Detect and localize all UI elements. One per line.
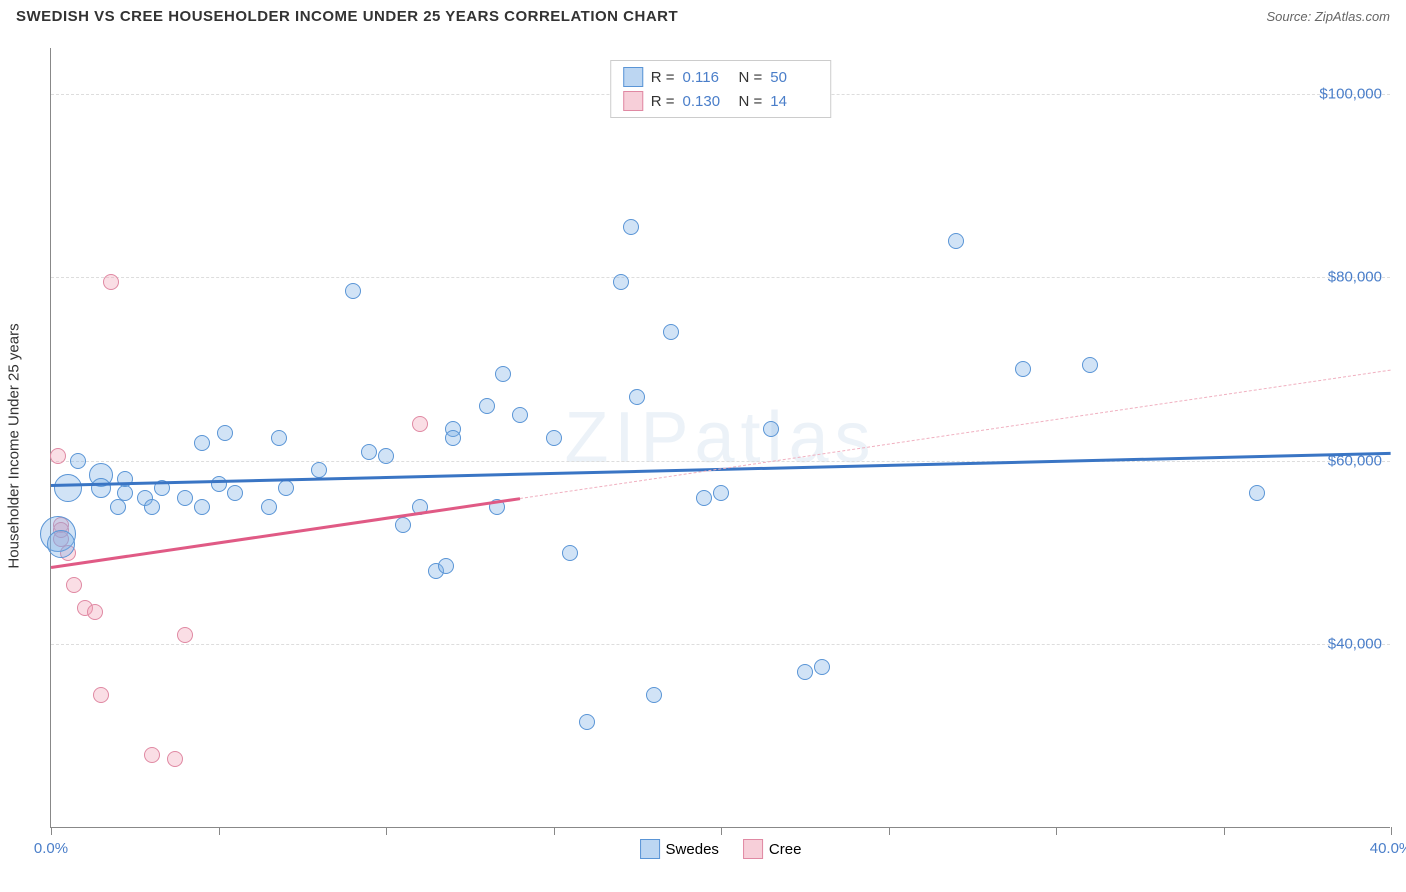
- legend-label-swedes: Swedes: [666, 841, 719, 858]
- swedes-data-point: [562, 545, 578, 561]
- x-tick: [889, 827, 890, 835]
- cree-data-point: [167, 751, 183, 767]
- swedes-data-point: [495, 366, 511, 382]
- stats-row-swedes: R = 0.116 N = 50: [623, 65, 819, 89]
- x-tick: [554, 827, 555, 835]
- x-tick: [1391, 827, 1392, 835]
- source-attribution: Source: ZipAtlas.com: [1266, 9, 1390, 24]
- swedes-data-point: [311, 462, 327, 478]
- swatch-swedes: [623, 67, 643, 87]
- swedes-data-point: [194, 499, 210, 515]
- swedes-data-point: [54, 474, 82, 502]
- swedes-data-point: [1249, 485, 1265, 501]
- cree-data-point: [66, 577, 82, 593]
- swedes-data-point: [278, 480, 294, 496]
- trendline-extension: [520, 369, 1391, 498]
- swedes-data-point: [194, 435, 210, 451]
- swedes-data-point: [797, 664, 813, 680]
- swedes-data-point: [579, 714, 595, 730]
- swedes-data-point: [814, 659, 830, 675]
- swedes-data-point: [177, 490, 193, 506]
- chart-plot-area: ZIPatlas $40,000$60,000$80,000$100,000 0…: [50, 48, 1390, 828]
- n-label: N =: [739, 69, 763, 86]
- y-axis-label: Householder Income Under 25 years: [6, 323, 23, 568]
- x-tick: [51, 827, 52, 835]
- swedes-data-point: [629, 389, 645, 405]
- cree-data-point: [103, 274, 119, 290]
- x-tick: [219, 827, 220, 835]
- legend-swatch-cree: [743, 839, 763, 859]
- n-label: N =: [739, 93, 763, 110]
- y-tick-label: $100,000: [1319, 85, 1382, 102]
- swedes-data-point: [613, 274, 629, 290]
- r-label: R =: [651, 69, 675, 86]
- gridline: [51, 644, 1390, 645]
- x-tick: [721, 827, 722, 835]
- swedes-data-point: [361, 444, 377, 460]
- swedes-data-point: [663, 324, 679, 340]
- swedes-data-point: [110, 499, 126, 515]
- swedes-data-point: [479, 398, 495, 414]
- swedes-data-point: [211, 476, 227, 492]
- swedes-data-point: [763, 421, 779, 437]
- swedes-data-point: [948, 233, 964, 249]
- swedes-data-point: [1082, 357, 1098, 373]
- y-tick-label: $80,000: [1328, 269, 1382, 286]
- r-label: R =: [651, 93, 675, 110]
- bottom-legend: Swedes Cree: [640, 839, 802, 859]
- swedes-data-point: [546, 430, 562, 446]
- r-value-swedes: 0.116: [683, 69, 731, 86]
- x-tick: [1224, 827, 1225, 835]
- legend-swatch-swedes: [640, 839, 660, 859]
- swedes-data-point: [271, 430, 287, 446]
- swedes-data-point: [70, 453, 86, 469]
- swedes-data-point: [1015, 361, 1031, 377]
- swedes-data-point: [227, 485, 243, 501]
- cree-data-point: [144, 747, 160, 763]
- correlation-stats-box: R = 0.116 N = 50 R = 0.130 N = 14: [610, 60, 832, 118]
- cree-data-point: [412, 416, 428, 432]
- swedes-data-point: [261, 499, 277, 515]
- legend-item-cree: Cree: [743, 839, 802, 859]
- n-value-swedes: 50: [770, 69, 818, 86]
- swedes-data-point: [445, 430, 461, 446]
- swatch-cree: [623, 91, 643, 111]
- cree-data-point: [177, 627, 193, 643]
- swedes-data-point: [438, 558, 454, 574]
- r-value-cree: 0.130: [683, 93, 731, 110]
- swedes-data-point: [345, 283, 361, 299]
- swedes-data-point: [91, 478, 111, 498]
- swedes-data-point: [144, 499, 160, 515]
- swedes-data-point: [47, 530, 75, 558]
- gridline: [51, 461, 1390, 462]
- swedes-data-point: [117, 471, 133, 487]
- swedes-data-point: [646, 687, 662, 703]
- stats-row-cree: R = 0.130 N = 14: [623, 89, 819, 113]
- chart-title: SWEDISH VS CREE HOUSEHOLDER INCOME UNDER…: [16, 8, 678, 25]
- swedes-data-point: [512, 407, 528, 423]
- swedes-data-point: [623, 219, 639, 235]
- legend-item-swedes: Swedes: [640, 839, 719, 859]
- swedes-data-point: [713, 485, 729, 501]
- x-tick-label: 0.0%: [34, 840, 68, 857]
- x-tick: [386, 827, 387, 835]
- swedes-data-point: [217, 425, 233, 441]
- swedes-data-point: [395, 517, 411, 533]
- cree-data-point: [93, 687, 109, 703]
- x-tick-label: 40.0%: [1370, 840, 1406, 857]
- swedes-data-point: [117, 485, 133, 501]
- y-tick-label: $40,000: [1328, 636, 1382, 653]
- cree-data-point: [87, 604, 103, 620]
- x-tick: [1056, 827, 1057, 835]
- gridline: [51, 277, 1390, 278]
- n-value-cree: 14: [770, 93, 818, 110]
- legend-label-cree: Cree: [769, 841, 802, 858]
- cree-data-point: [50, 448, 66, 464]
- swedes-data-point: [696, 490, 712, 506]
- swedes-data-point: [378, 448, 394, 464]
